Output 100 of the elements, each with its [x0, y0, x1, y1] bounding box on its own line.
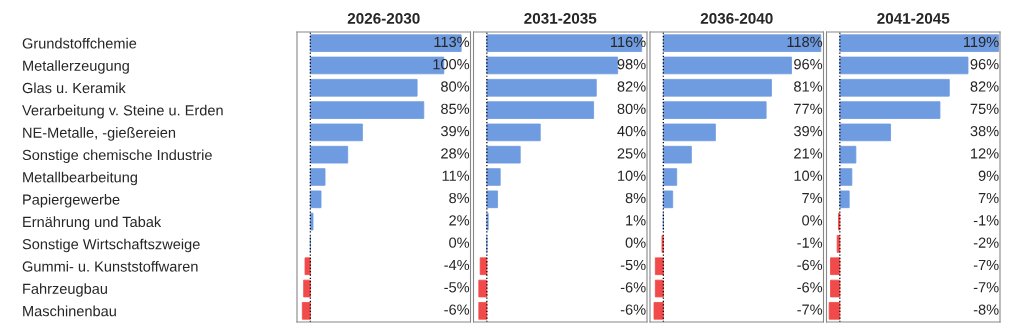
data-label: -6%	[620, 304, 646, 315]
data-label: -5%	[620, 259, 646, 271]
data-label: 119%	[964, 36, 999, 48]
data-label: 82%	[970, 81, 999, 92]
data-label: 0%	[449, 237, 470, 248]
bar	[662, 101, 767, 119]
data-label: 0%	[625, 237, 646, 248]
y-tick-label: Metallbearbeitung	[23, 171, 137, 186]
bar	[830, 279, 841, 298]
data-label: -7%	[797, 304, 823, 315]
bar	[486, 190, 498, 209]
bar	[830, 257, 841, 276]
bar	[654, 257, 664, 276]
y-tick-label: Metallerzeugung	[23, 60, 129, 74]
bar	[309, 78, 418, 97]
bar	[839, 123, 891, 142]
bar	[839, 168, 853, 186]
data-label: 38%	[970, 125, 999, 137]
y-tick-label: Papiergewerbe	[23, 194, 120, 208]
data-label: -4%	[444, 259, 470, 271]
data-label: 81%	[794, 81, 823, 92]
data-label: 1%	[626, 215, 646, 226]
y-tick-label: Verarbeitung v. Steine u. Erden	[22, 104, 223, 119]
bar	[486, 101, 595, 119]
bar	[478, 302, 488, 320]
data-label: 8%	[625, 192, 646, 204]
y-tick-label: Maschinenbau	[23, 305, 116, 317]
data-label: 2%	[449, 215, 470, 226]
bar	[662, 145, 692, 164]
data-label: -5%	[444, 282, 470, 293]
data-label: 7%	[802, 192, 823, 204]
data-label: 7%	[978, 192, 999, 204]
bar	[478, 279, 488, 298]
data-label: 39%	[794, 125, 823, 137]
data-label: -6%	[797, 282, 823, 293]
bar	[839, 145, 857, 164]
data-label: -8%	[973, 304, 999, 315]
bar	[304, 257, 311, 276]
bar	[486, 145, 521, 164]
bar	[301, 302, 311, 320]
data-label: -7%	[973, 259, 999, 271]
data-label: 80%	[441, 81, 470, 92]
y-tick-label: Grundstoffchemie	[22, 37, 137, 49]
y-tick-label: Gummi- u. Kunststoffwaren	[22, 260, 198, 272]
bar	[479, 257, 488, 276]
chart-title: 2036-2040	[700, 13, 773, 24]
bar	[309, 145, 349, 164]
bar	[662, 168, 678, 186]
data-label: 82%	[617, 81, 646, 92]
data-label: -7%	[973, 282, 999, 293]
bar	[662, 190, 674, 209]
data-label: -1%	[973, 215, 999, 226]
bar	[654, 279, 664, 298]
y-tick-label: Fahrzeugbau	[23, 283, 107, 297]
bar	[653, 302, 664, 320]
bar	[839, 56, 969, 75]
data-label: 11%	[442, 170, 470, 181]
bar	[839, 78, 950, 97]
bar	[839, 34, 1000, 52]
bar	[828, 302, 841, 320]
data-label: 9%	[978, 170, 999, 181]
bar	[486, 78, 597, 97]
data-label: 40%	[617, 125, 646, 137]
bar	[309, 168, 326, 186]
data-label: -6%	[620, 282, 646, 293]
bar	[309, 101, 425, 119]
bar	[839, 190, 850, 209]
data-label: 96%	[970, 59, 999, 70]
bar	[486, 168, 501, 186]
bar	[662, 123, 716, 142]
data-label: -1%	[797, 237, 823, 248]
chart-title: 2031-2035	[524, 13, 597, 24]
data-label: 75%	[970, 103, 999, 114]
data-label: 39%	[441, 125, 470, 137]
y-tick-label: Glas u. Keramik	[22, 82, 126, 94]
bar	[662, 56, 792, 75]
data-label: 21%	[794, 148, 823, 159]
data-label: -2%	[973, 237, 999, 248]
y-tick-label: NE-Metalle, -gießereien	[23, 127, 176, 141]
data-label: 80%	[617, 103, 646, 114]
data-label: -6%	[797, 259, 823, 271]
bar	[309, 123, 363, 142]
data-label: -6%	[444, 304, 470, 315]
data-label: 28%	[441, 148, 470, 159]
data-label: 10%	[618, 170, 646, 181]
data-label: 0%	[802, 215, 823, 226]
data-label: 25%	[617, 148, 646, 159]
data-label: 85%	[441, 103, 470, 114]
data-label: 12%	[971, 148, 999, 159]
chart-title: 2026-2030	[347, 13, 420, 24]
bar	[309, 190, 322, 209]
y-tick-label: Sonstige Wirtschaftszweige	[22, 238, 200, 253]
bar	[486, 56, 619, 75]
data-label: 8%	[449, 192, 470, 204]
chart-title: 2041-2045	[877, 13, 950, 24]
bar	[303, 279, 311, 298]
y-tick-label: Ernährung und Tabak	[23, 216, 162, 230]
data-label: 77%	[794, 103, 823, 114]
bar	[839, 101, 941, 119]
bar	[662, 78, 772, 97]
